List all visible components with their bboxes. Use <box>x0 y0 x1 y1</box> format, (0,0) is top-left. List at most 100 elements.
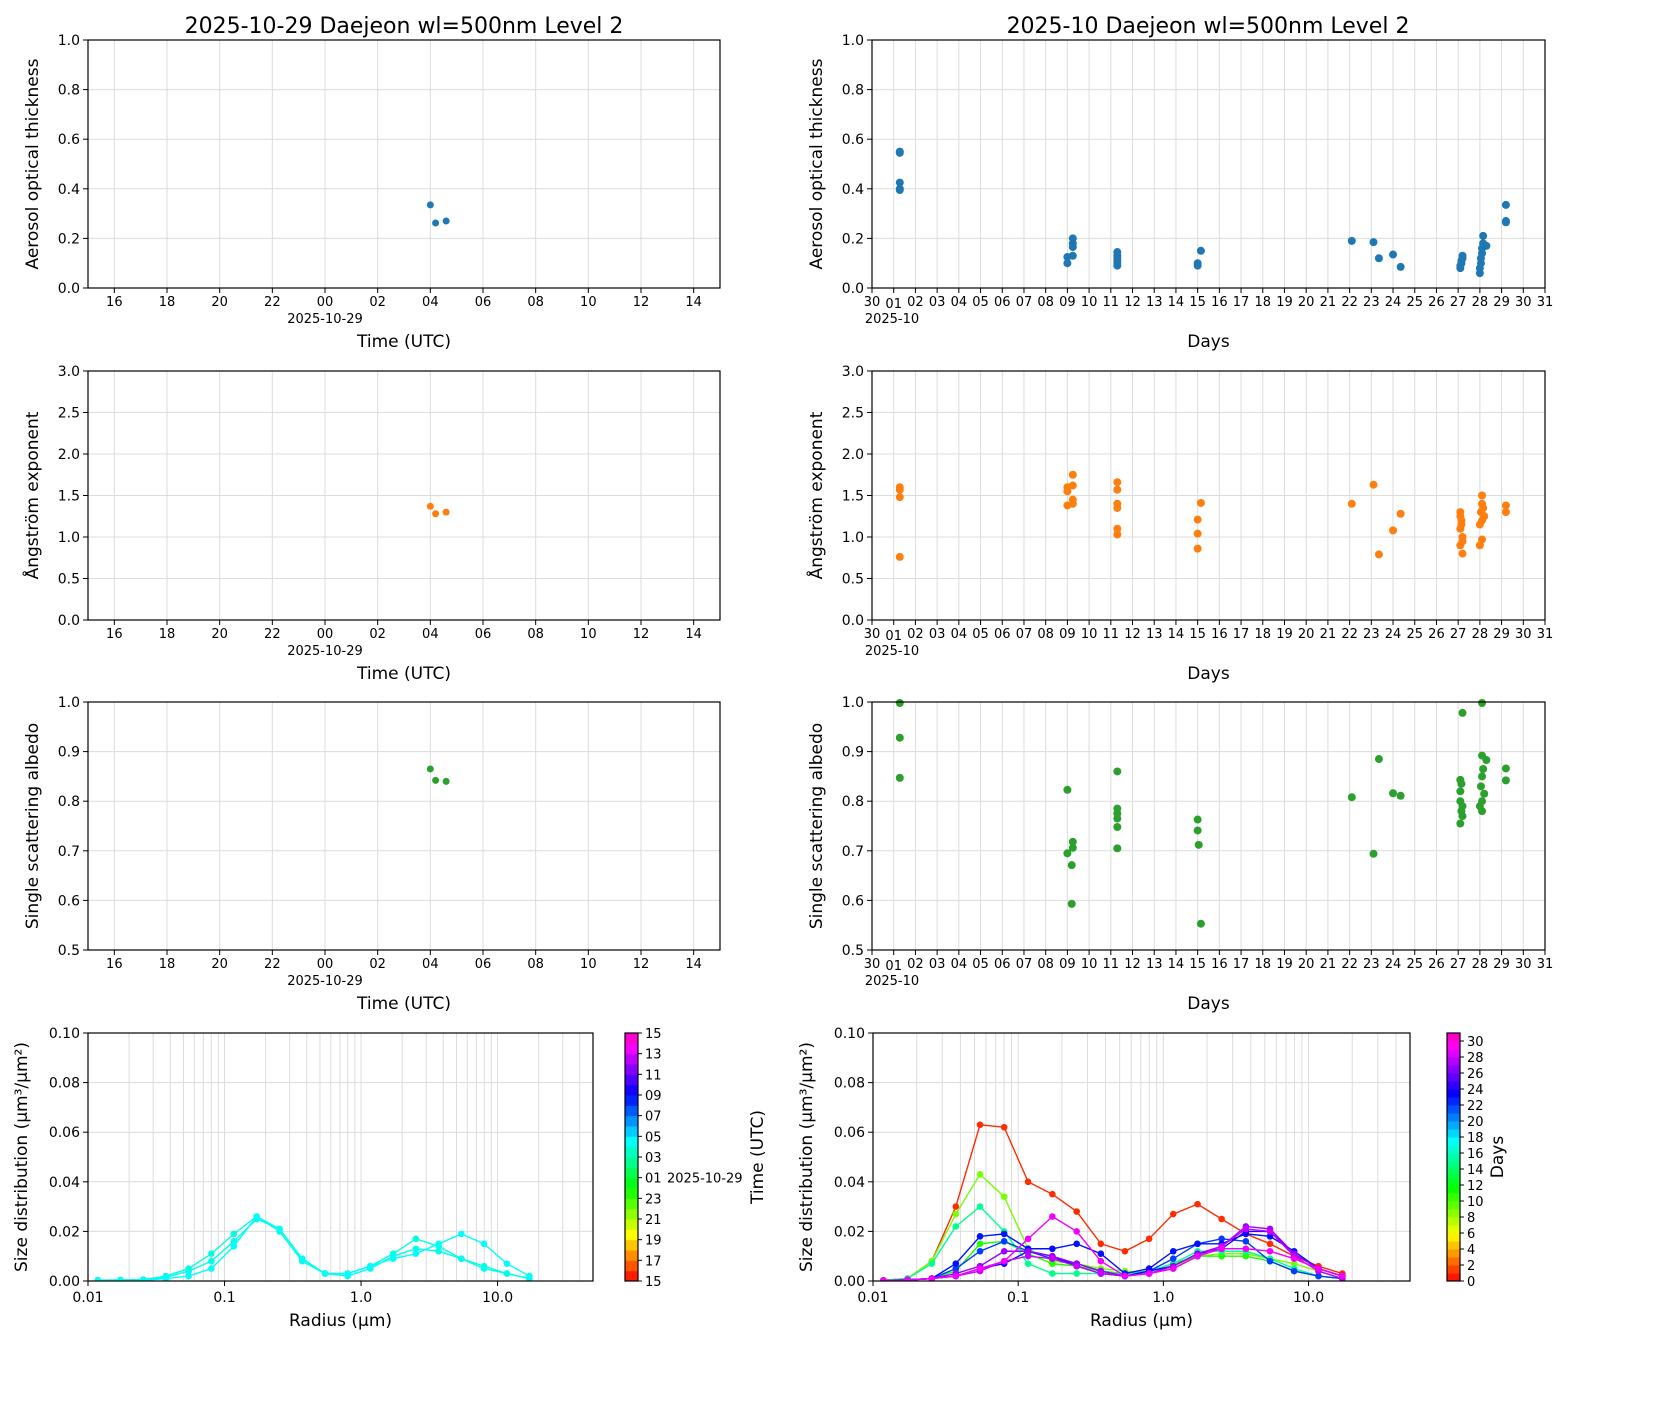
data-point <box>1024 1252 1032 1260</box>
data-point <box>1063 849 1072 858</box>
colorbar-frame <box>1446 1032 1461 1282</box>
series-line <box>97 1215 530 1281</box>
data-point <box>1339 1272 1346 1280</box>
data-point <box>1242 1245 1250 1253</box>
data-point <box>1121 1272 1129 1280</box>
data-point <box>952 1265 960 1272</box>
data-point <box>1113 767 1122 776</box>
x-tick-label: 10 <box>580 957 597 972</box>
x-axis-label: Days <box>1187 994 1230 1014</box>
data-point <box>1476 782 1485 791</box>
y-tick-label: 2.0 <box>58 447 80 463</box>
colorbar-band <box>1447 1233 1460 1242</box>
data-point <box>895 698 904 707</box>
x-tick-label: 13 <box>1146 627 1163 642</box>
panel-ae_day: 0.0 0.5 1.0 1.5 2.0 2.5 3.0 16 18 20 22 00 02 04 06 08 1… <box>21 364 721 684</box>
x-tick-label: 18 <box>1255 295 1272 310</box>
x-tick-label: 29 <box>1493 295 1510 310</box>
x-tick-label: 02 <box>907 627 924 642</box>
x-tick-label: 13 <box>1146 957 1163 972</box>
data-point <box>1218 1252 1225 1260</box>
y-tick-label: 0.04 <box>49 1175 80 1191</box>
y-tick-label: 0.04 <box>834 1175 865 1191</box>
y-tick-label: 0.2 <box>58 231 80 247</box>
data-point <box>952 1210 960 1218</box>
x-tick-label: 10 <box>1081 627 1098 642</box>
colorbar-band <box>1447 1097 1460 1106</box>
x-tick-label: 14 <box>685 295 702 310</box>
colorbar-band <box>1447 1201 1460 1210</box>
x-tick-label: 31 <box>1537 957 1554 972</box>
data-point <box>1482 756 1491 765</box>
axes-frame <box>872 1032 1411 1282</box>
data-point <box>1000 1123 1008 1131</box>
x-tick-label: 08 <box>1037 627 1054 642</box>
data-point <box>1290 1260 1298 1267</box>
colorbar-band <box>625 1074 638 1086</box>
data-point <box>162 1275 170 1281</box>
x-tick-label: 24 <box>1385 627 1402 642</box>
x-tick-label: 12 <box>633 627 650 642</box>
x-tick-label: 25 <box>1406 957 1423 972</box>
x-tick-label: 16 <box>106 295 123 310</box>
x-tick-label: 10 <box>580 295 597 310</box>
x-tick-label: 04 <box>951 957 968 972</box>
data-point <box>1193 815 1202 824</box>
colorbar-band <box>625 1136 638 1148</box>
axes-frame <box>871 370 1546 621</box>
data-point <box>94 1276 102 1281</box>
x-tick-label: 06 <box>475 627 492 642</box>
x-tick-label: 16 <box>106 957 123 972</box>
colorbar-band <box>1447 1073 1460 1082</box>
data-point <box>1113 503 1122 512</box>
data-point <box>1242 1238 1250 1245</box>
data-point <box>1478 772 1487 781</box>
colorbar-band <box>1447 1217 1460 1226</box>
data-point <box>1193 529 1202 538</box>
x-tick-label: 23 <box>1363 957 1380 972</box>
colorbar-band <box>625 1260 638 1272</box>
data-point <box>1389 789 1398 798</box>
data-point <box>1290 1255 1298 1262</box>
data-point <box>1073 1208 1080 1215</box>
x-axis-label: Time (UTC) <box>356 994 451 1014</box>
y-tick-label: 0.0 <box>842 281 864 297</box>
x-tick-label: 09 <box>1059 627 1076 642</box>
data-point <box>1315 1265 1322 1272</box>
x-tick-label: 30 <box>1515 957 1532 972</box>
series-line <box>883 1225 1343 1281</box>
data-point <box>895 485 904 494</box>
data-point <box>389 1255 397 1262</box>
x-tick-label: 14 <box>1168 295 1185 310</box>
panel-psd_month: 0.00 0.02 0.04 0.06 0.08 0.10 0.01 0.1 1.0 10.0 Ra… <box>797 1026 1508 1331</box>
data-point <box>503 1260 511 1267</box>
colorbar-band <box>1447 1161 1460 1170</box>
y-tick-label: 1.5 <box>58 489 80 505</box>
colorbar-tick-label: 22 <box>1467 1099 1484 1114</box>
data-point <box>458 1255 465 1262</box>
y-axis-label: Size distribution (µm³/µm²) <box>797 1042 817 1272</box>
data-point <box>976 1233 984 1240</box>
data-point <box>895 552 904 561</box>
colorbar-band <box>625 1270 638 1282</box>
x-tick-label: 04 <box>951 295 968 310</box>
y-tick-label: 1.0 <box>58 33 80 49</box>
x-tick-label: 11 <box>1103 295 1120 310</box>
y-tick-label: 0.5 <box>842 572 864 588</box>
data-point <box>1049 1190 1056 1198</box>
panel-aod_month: 0.0 0.2 0.4 0.6 0.8 1.0 30 01 02 03 04 05 06 07 08 09 10… <box>807 33 1553 352</box>
x-tick-label: 19 <box>1276 957 1293 972</box>
x-date-label: 2025-10-29 <box>287 312 363 327</box>
data-point <box>895 493 904 502</box>
y-tick-label: 1.0 <box>58 695 80 711</box>
data-point <box>526 1272 533 1280</box>
x-axis-label: Time (UTC) <box>356 332 451 352</box>
x-tick-label: 03 <box>929 295 946 310</box>
data-point <box>1113 844 1122 853</box>
series-line <box>883 1124 1343 1281</box>
y-tick-label: 0.9 <box>842 745 864 761</box>
x-tick-label: 1.0 <box>350 1290 372 1306</box>
data-point <box>1113 524 1122 533</box>
data-point <box>1347 236 1356 245</box>
x-date-label: 2025-10 <box>865 974 919 989</box>
